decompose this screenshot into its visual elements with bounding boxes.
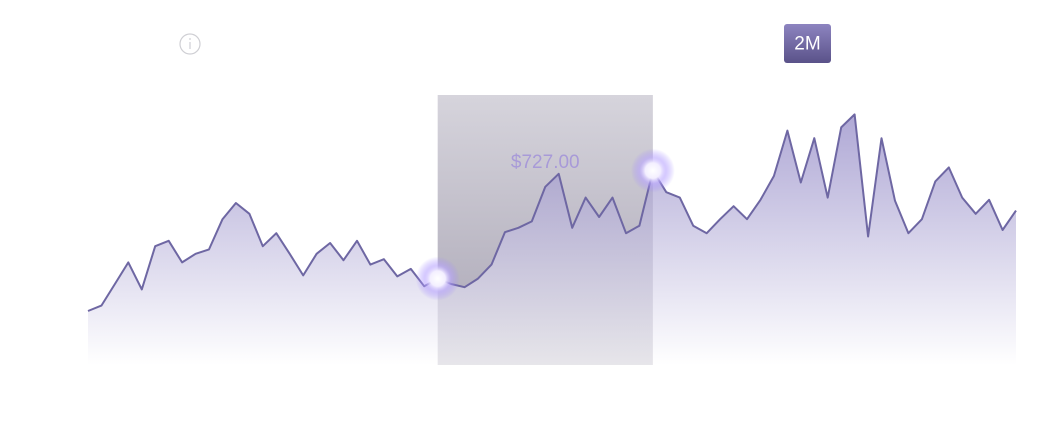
selection-handle [415, 256, 460, 301]
selection-handle [630, 148, 675, 193]
area-fill [88, 114, 1016, 366]
range-button-bg[interactable] [784, 24, 831, 63]
range-button-label[interactable]: 2M [794, 34, 820, 55]
info-icon[interactable] [179, 33, 201, 55]
selection-price: $727.00 [511, 152, 580, 173]
price-line [87, 113, 1017, 312]
range-button[interactable]: 2M [784, 24, 831, 63]
